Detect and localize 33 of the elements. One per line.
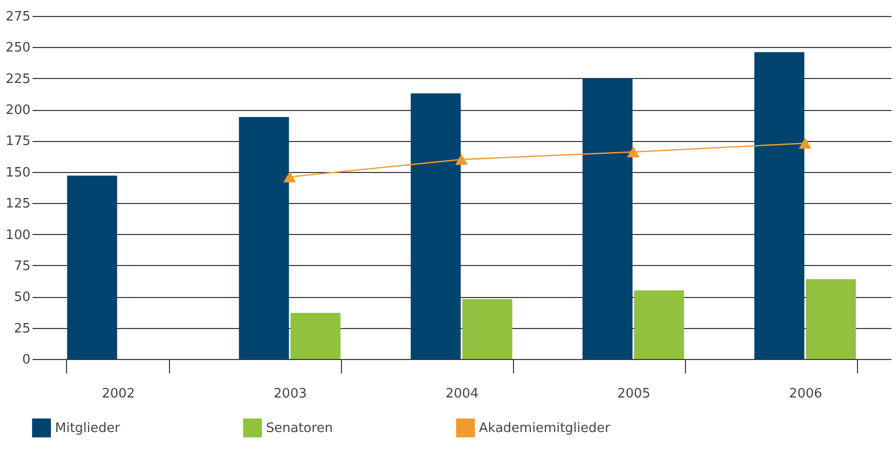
bar <box>410 93 461 359</box>
y-tick-label: 175 <box>6 134 30 150</box>
point <box>283 171 296 182</box>
bar <box>806 279 856 359</box>
x-tick-label: 2002 <box>102 386 135 402</box>
y-tick-label: 50 <box>14 290 30 306</box>
legend-label: Akademiemitglieder <box>479 420 611 436</box>
bar <box>634 290 684 359</box>
y-tick-label: 100 <box>6 228 30 243</box>
y-tick-label: 225 <box>6 72 30 87</box>
y-tick-label: 75 <box>14 258 30 274</box>
point <box>455 154 468 165</box>
bar <box>238 117 289 359</box>
y-tick-label: 250 <box>6 40 30 56</box>
x-tick-label: 2006 <box>789 386 822 402</box>
point <box>626 146 640 158</box>
y-tick-label: 150 <box>6 165 30 180</box>
legend-label: Mitglieder <box>55 420 121 436</box>
legend-label: Senatoren <box>266 420 333 436</box>
bar <box>290 312 340 359</box>
bar <box>582 78 633 359</box>
y-tick-label: 200 <box>6 103 30 118</box>
bar <box>462 299 512 359</box>
bar <box>754 52 804 359</box>
y-tick-label: 0 <box>22 352 30 368</box>
x-tick-label: 2003 <box>274 386 307 402</box>
x-tick-label: 2005 <box>617 386 650 402</box>
x-tick-label: 2004 <box>445 386 479 402</box>
y-tick-label: 275 <box>6 10 30 24</box>
y-tick-label: 25 <box>14 321 30 336</box>
bar <box>67 176 118 359</box>
point <box>798 138 812 149</box>
y-tick-label: 125 <box>6 196 30 212</box>
